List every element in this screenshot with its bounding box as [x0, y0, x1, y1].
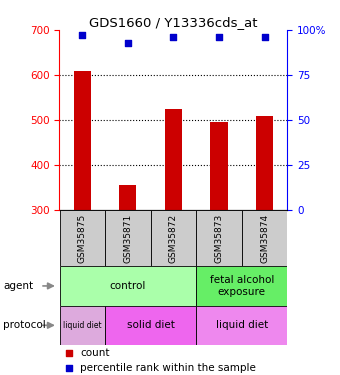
Text: solid diet: solid diet: [127, 320, 174, 330]
Text: GSM35874: GSM35874: [260, 214, 269, 263]
Text: control: control: [110, 281, 146, 291]
Point: [171, 34, 176, 40]
Text: liquid diet: liquid diet: [63, 321, 102, 330]
Text: protocol: protocol: [3, 320, 46, 330]
Bar: [256, 116, 273, 210]
Bar: [105, 210, 151, 266]
Bar: [59, 210, 105, 266]
Text: fetal alcohol
exposure: fetal alcohol exposure: [209, 275, 274, 297]
Bar: [196, 266, 287, 306]
Point: [125, 40, 131, 46]
Point: [80, 32, 85, 38]
Text: count: count: [80, 348, 109, 358]
Text: GSM35875: GSM35875: [78, 213, 87, 263]
Title: GDS1660 / Y13336cds_at: GDS1660 / Y13336cds_at: [89, 16, 258, 29]
Bar: [59, 266, 196, 306]
Bar: [74, 70, 91, 210]
Point: [216, 34, 222, 40]
Bar: [119, 185, 136, 210]
Text: liquid diet: liquid diet: [216, 320, 268, 330]
Text: percentile rank within the sample: percentile rank within the sample: [80, 363, 256, 374]
Bar: [105, 306, 196, 345]
Bar: [242, 210, 287, 266]
Text: agent: agent: [3, 281, 34, 291]
Bar: [165, 109, 182, 210]
Point: [66, 365, 71, 371]
Bar: [210, 122, 227, 210]
Text: GSM35872: GSM35872: [169, 214, 178, 263]
Bar: [151, 210, 196, 266]
Bar: [59, 306, 105, 345]
Point: [66, 350, 71, 356]
Bar: [196, 210, 242, 266]
Point: [262, 34, 267, 40]
Text: GSM35873: GSM35873: [215, 213, 223, 263]
Bar: [196, 306, 287, 345]
Text: GSM35871: GSM35871: [123, 213, 132, 263]
